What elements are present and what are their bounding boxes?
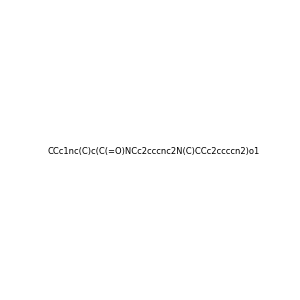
Text: CCc1nc(C)c(C(=O)NCc2cccnc2N(C)CCc2ccccn2)o1: CCc1nc(C)c(C(=O)NCc2cccnc2N(C)CCc2ccccn2… bbox=[48, 147, 260, 156]
